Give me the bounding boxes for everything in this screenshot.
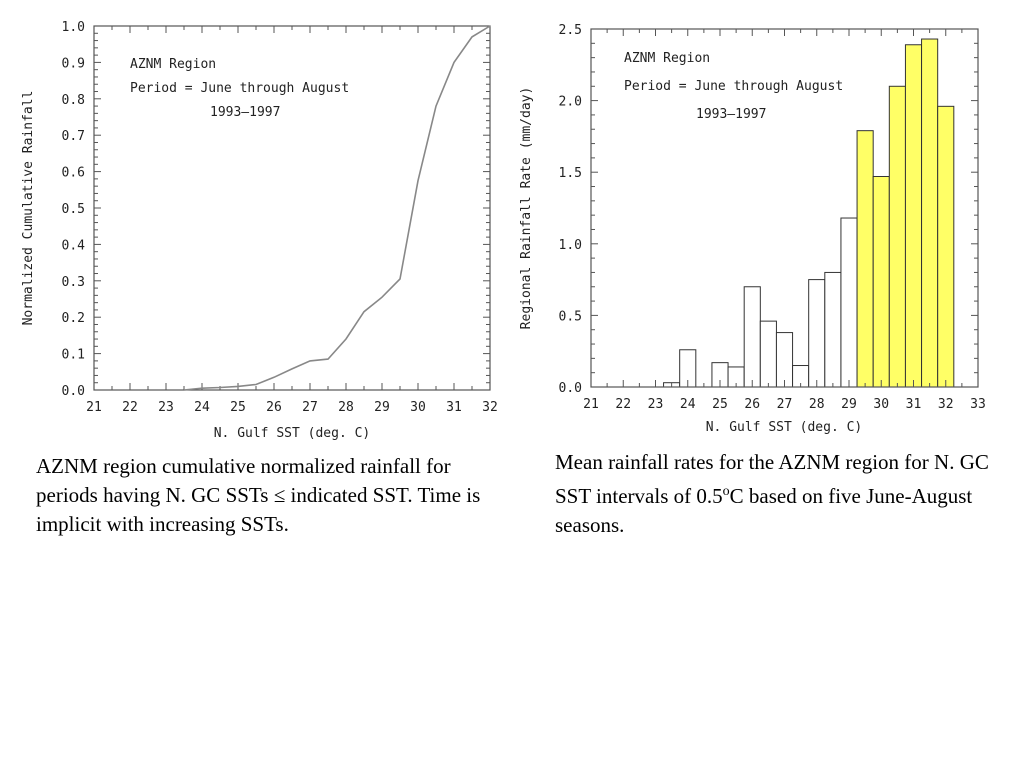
right-annotation-line-1: AZNM Region [624,51,710,66]
right-annotation-line-2: Period = June through August [624,79,843,94]
degree-superscript: o [722,484,730,499]
left-y-tick-label: 0.9 [62,56,85,71]
right-x-tick-label: 24 [680,397,696,412]
left-x-tick-label: 27 [302,400,318,415]
rainfall-rate-bar [888,85,906,388]
right-bars [663,38,955,388]
right-x-axis-label: N. Gulf SST (deg. C) [706,420,863,435]
right-x-tick-label: 22 [615,397,631,412]
left-y-tick-label: 0.4 [62,238,86,253]
rainfall-rate-bar [824,271,842,388]
left-y-tick-label: 0.8 [62,93,85,108]
left-x-tick-label: 21 [86,400,102,415]
left-x-axis-label: N. Gulf SST (deg. C) [214,426,371,441]
rainfall-rate-bar [904,44,923,388]
rainfall-rate-bar [937,105,955,388]
left-annotation-line-3: 1993–1997 [210,105,280,120]
left-y-tick-label: 1.0 [62,20,85,35]
right-x-tick-label: 27 [777,397,793,412]
left-y-tick-label: 0.3 [62,275,85,290]
right-x-tick-label: 31 [906,397,922,412]
rainfall-rate-bar [808,279,826,388]
left-annotation: AZNM Region Period = June through August… [130,57,349,120]
left-y-axis-label: Normalized Cumulative Rainfall [21,91,36,326]
right-y-tick-label: 1.5 [559,166,582,181]
right-y-tick-label: 2.0 [559,95,582,110]
left-x-tick-label: 32 [482,400,498,415]
left-x-tick-label: 25 [230,400,246,415]
left-annotation-line-1: AZNM Region [130,57,216,72]
right-caption: Mean rainfall rates for the AZNM region … [555,448,1015,540]
left-y-tick-label: 0.2 [62,311,85,326]
left-x-tick-label: 24 [194,400,210,415]
left-y-tick-label: 0.7 [62,129,85,144]
rainfall-rate-chart: 21 22 23 24 25 26 27 28 29 30 31 32 33 0.0 0.5 1.0 1.5 2.… [519,23,986,435]
right-y-tick-label: 2.5 [559,23,582,38]
left-y-tick-label: 0.1 [62,348,85,363]
left-x-tick-label: 30 [410,400,426,415]
left-y-tick-label: 0.5 [62,202,85,217]
right-x-tick-label: 33 [970,397,986,412]
right-ticks: 21 22 23 24 25 26 27 28 29 30 31 32 33 0.0 0.5 1.0 1.5 2.… [559,23,986,412]
rainfall-rate-bar [743,286,761,388]
left-x-tick-label: 31 [446,400,462,415]
left-y-tick-label: 0.6 [62,166,85,181]
left-ticks: 21 22 23 24 25 26 27 28 29 30 31 32 0.0 0.1 0.2 0.3 0.4 0… [62,20,498,415]
left-y-tick-label: 0.0 [62,384,85,399]
rainfall-rate-bar [759,320,777,388]
right-annotation: AZNM Region Period = June through August… [624,51,843,122]
left-annotation-line-2: Period = June through August [130,81,349,96]
left-caption: AZNM region cumulative normalized rainfa… [36,454,481,536]
left-x-tick-label: 26 [266,400,282,415]
right-x-tick-label: 23 [648,397,664,412]
rainfall-rate-bar [856,130,874,388]
left-x-tick-label: 28 [338,400,354,415]
right-y-tick-label: 1.0 [559,238,582,253]
right-caption-part-2: C based on five June-August seasons. [555,484,973,537]
right-x-tick-label: 26 [744,397,760,412]
left-x-tick-label: 23 [158,400,174,415]
rainfall-rate-bar [840,217,858,388]
rainfall-rate-bar [921,38,939,388]
right-x-tick-label: 28 [809,397,825,412]
rainfall-rate-bar [872,175,890,388]
right-annotation-line-3: 1993–1997 [696,107,766,122]
right-x-tick-label: 21 [583,397,599,412]
left-x-tick-label: 29 [374,400,390,415]
right-x-tick-label: 25 [712,397,728,412]
cumulative-rainfall-line [183,25,491,391]
right-x-tick-label: 29 [841,397,857,412]
right-y-tick-label: 0.0 [559,381,582,396]
right-x-tick-label: 30 [873,397,889,412]
rainfall-rate-bar [775,332,794,388]
cumulative-rainfall-chart: 21 22 23 24 25 26 27 28 29 30 31 32 0.0 0.1 0.2 0.3 0.4 0… [21,20,498,441]
right-caption-part-1: Mean rainfall rates for the AZNM region … [555,450,989,508]
right-y-tick-label: 0.5 [559,309,582,324]
right-y-axis-label: Regional Rainfall Rate (mm/day) [519,87,534,330]
right-x-tick-label: 32 [938,397,954,412]
left-x-tick-label: 22 [122,400,138,415]
